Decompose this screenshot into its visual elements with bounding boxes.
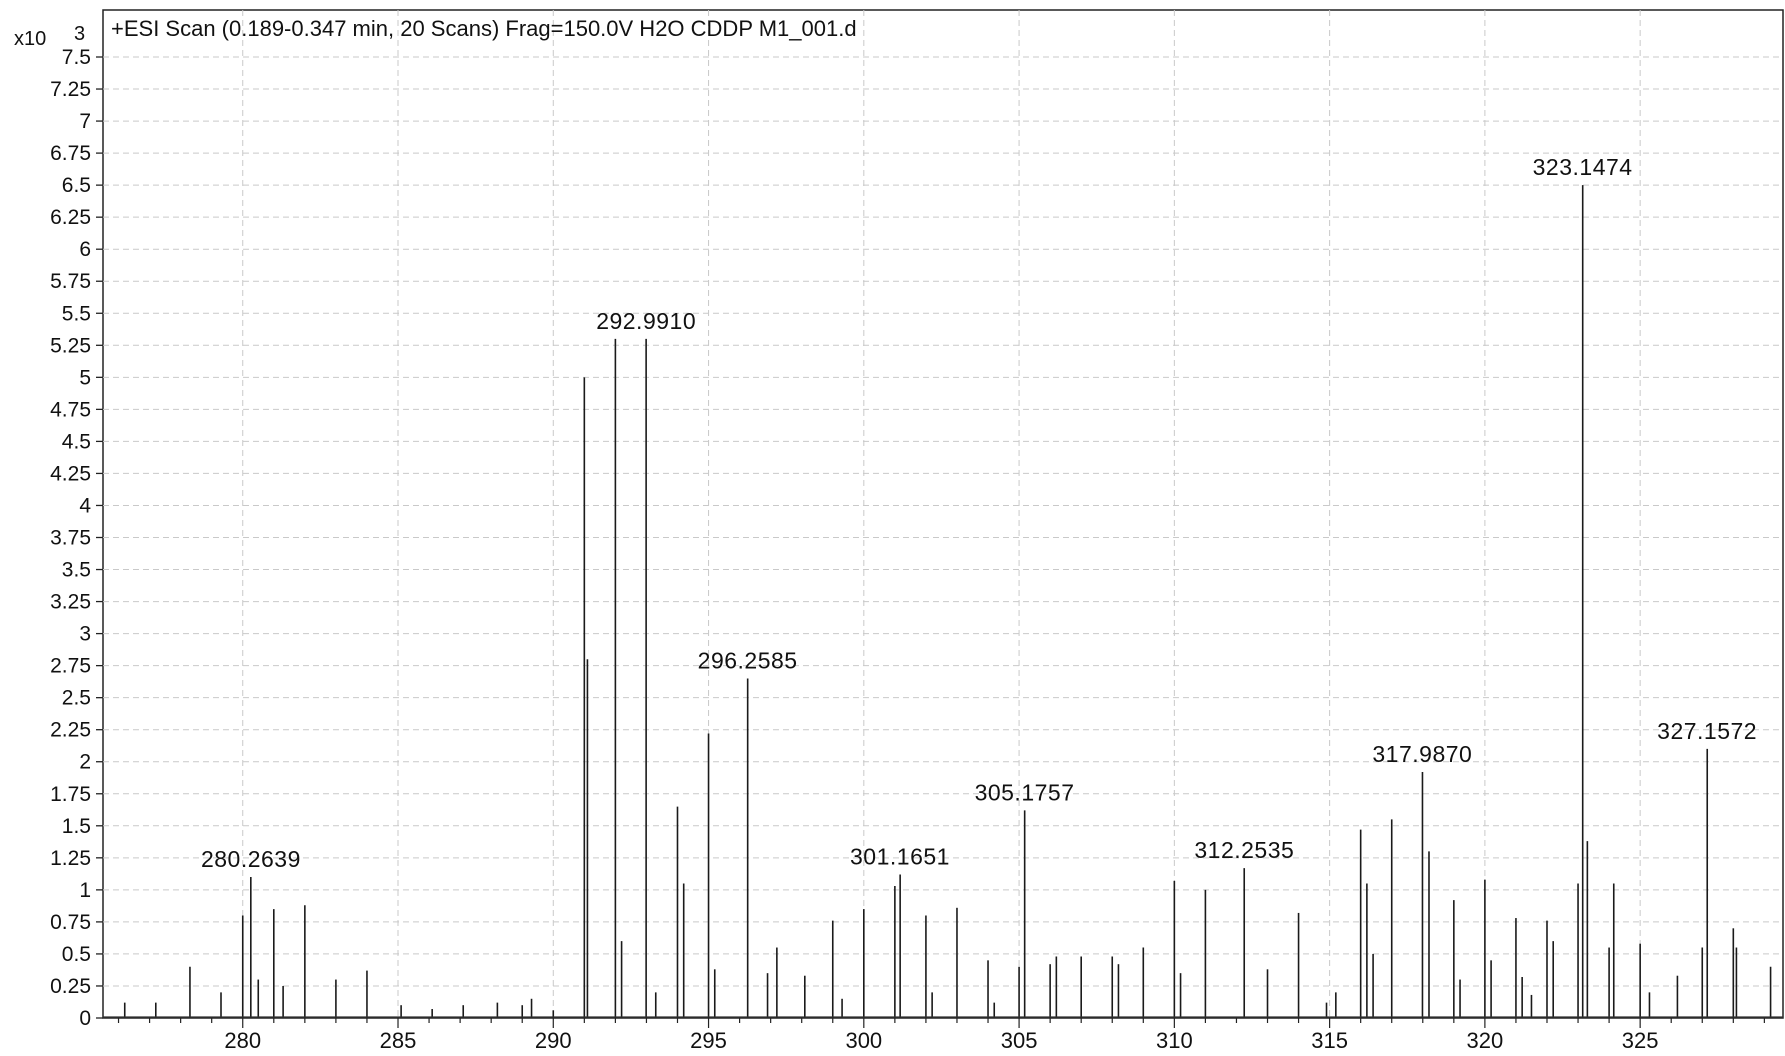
y-tick-label: 4 [79, 494, 91, 517]
spectrum-sticks [103, 185, 1783, 1018]
y-tick-label: 0 [79, 1007, 91, 1030]
y-tick-label: 1.75 [50, 783, 91, 806]
y-tick-label: 2.75 [50, 655, 91, 678]
y-tick-label: 4.75 [50, 398, 91, 421]
y-tick-label: 7 [79, 110, 91, 133]
y-unit-label: x10 [14, 28, 46, 50]
peak-label: 323.1474 [1533, 154, 1633, 180]
y-tick-label: 5.75 [50, 270, 91, 293]
x-axis-ticks: 280 285 290 295 300 305 310 315 320 325 [117, 1018, 1765, 1053]
x-tick-label: 310 [1156, 1028, 1193, 1053]
y-tick-label: 4.5 [62, 430, 91, 453]
y-tick-label: 1.25 [50, 847, 91, 870]
y-tick-label: 3 [79, 623, 91, 646]
chart-title: +ESI Scan (0.189-0.347 min, 20 Scans) Fr… [111, 16, 857, 41]
plot-frame [102, 9, 1784, 1019]
y-tick-label: 0.75 [50, 911, 91, 934]
y-tick-label: 3.5 [62, 559, 91, 582]
x-tick-label: 295 [690, 1028, 727, 1053]
y-tick-label: 2.5 [62, 687, 91, 710]
y-tick-label: 5.5 [62, 302, 91, 325]
x-tick-label: 300 [845, 1028, 882, 1053]
y-tick-label: 6 [79, 238, 91, 261]
peak-label: 280.2639 [201, 846, 301, 872]
y-tick-label: 1.5 [62, 815, 91, 838]
peak-label: 292.9910 [596, 308, 696, 334]
y-tick-label: 7.25 [50, 78, 91, 101]
y-tick-label: 2.25 [50, 719, 91, 742]
peak-label: 296.2585 [698, 647, 798, 673]
y-tick-label: 3.75 [50, 527, 91, 550]
y-tick-label: 5.25 [50, 334, 91, 357]
peak-label: 327.1572 [1657, 718, 1757, 744]
x-tick-label: 315 [1311, 1028, 1348, 1053]
y-tick-label: 6.25 [50, 206, 91, 229]
x-tick-label: 285 [380, 1028, 417, 1053]
peak-label: 312.2535 [1194, 837, 1294, 863]
x-tick-label: 290 [535, 1028, 572, 1053]
peak-label: 305.1757 [975, 779, 1075, 805]
peak-label: 317.9870 [1372, 741, 1472, 767]
y-unit-exponent: 3 [74, 23, 85, 45]
peak-label: 301.1651 [850, 843, 950, 869]
grid-lines [103, 10, 1783, 1018]
y-tick-label: 6.5 [62, 174, 91, 197]
x-tick-label: 320 [1467, 1028, 1504, 1053]
y-tick-label: 0.25 [50, 975, 91, 998]
y-tick-label: 3.25 [50, 591, 91, 614]
x-tick-label: 280 [224, 1028, 261, 1053]
x-tick-label: 325 [1622, 1028, 1659, 1053]
y-tick-label: 6.75 [50, 142, 91, 165]
y-tick-label: 2 [79, 751, 91, 774]
y-axis-ticks: 0 0.25 0.5 0.75 1 1.25 1.5 1.75 2 2.25 2.5 2.75 3 3.2… [50, 46, 103, 1030]
y-tick-label: 1 [79, 879, 91, 902]
y-tick-label: 5 [79, 366, 91, 389]
peak-annotations: 280.2639 292.9910 296.2585 301.1651 305.1757… [201, 154, 1757, 872]
y-tick-label: 7.5 [62, 46, 91, 69]
y-tick-label: 0.5 [62, 943, 91, 966]
y-tick-label: 4.25 [50, 462, 91, 485]
x-tick-label: 305 [1001, 1028, 1038, 1053]
